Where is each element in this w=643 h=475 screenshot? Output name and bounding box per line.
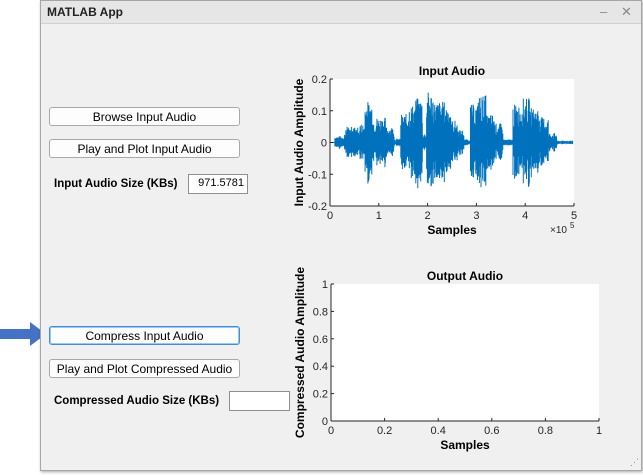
x-exponent-label: ×10 xyxy=(550,225,567,236)
y-tick-label: 0.6 xyxy=(313,334,328,346)
y-axis-label: Input Audio Amplitude xyxy=(292,78,306,206)
y-tick-label: 0.2 xyxy=(312,74,327,86)
x-tick-label: 0.4 xyxy=(431,425,446,437)
y-tick-label: 0 xyxy=(322,416,328,428)
minimize-icon[interactable]: – xyxy=(600,4,608,19)
window-title: MATLAB App xyxy=(47,5,123,19)
y-tick-label: 0 xyxy=(321,138,327,150)
x-exponent-power: 5 xyxy=(570,221,575,230)
arrow-pointer-icon xyxy=(0,322,46,346)
input-audio-waveform xyxy=(330,92,574,189)
app-window: MATLAB App – ✕ Browse Input Audio Play a… xyxy=(40,0,642,471)
title-bar[interactable]: MATLAB App – ✕ xyxy=(41,1,641,24)
input-audio-size-label: Input Audio Size (KBs) xyxy=(54,178,178,190)
x-axis-label: Samples xyxy=(440,438,490,452)
x-tick-label: 0.2 xyxy=(377,425,392,437)
y-tick-label: 0.1 xyxy=(312,106,327,118)
x-tick-label: 1 xyxy=(596,425,602,437)
x-tick-label: 1 xyxy=(376,210,382,222)
input-audio-size-field[interactable]: 971.5781 xyxy=(188,174,248,194)
x-tick-label: 0 xyxy=(328,425,334,437)
output-audio-chart: 0 0.2 0.4 0.6 0.8 1 0 0.2 0.4 0.6 0.8 1 Output Audio… xyxy=(293,267,602,452)
x-tick-label: 0.8 xyxy=(538,425,553,437)
compressed-audio-size-label: Compressed Audio Size (KBs) xyxy=(54,395,220,407)
compressed-audio-size-field[interactable] xyxy=(229,391,290,411)
y-axis-label: Compressed Audio Amplitude xyxy=(293,267,307,438)
close-icon[interactable]: ✕ xyxy=(621,4,632,19)
resize-grip-icon[interactable]: ⋰ xyxy=(630,457,639,467)
y-tick-label: 0.4 xyxy=(313,361,328,373)
plot-area xyxy=(331,284,599,421)
x-tick-label: 5 xyxy=(571,210,577,222)
chart-title: Output Audio xyxy=(427,269,503,283)
chart-title: Input Audio xyxy=(419,64,485,78)
y-tick-label: -0.2 xyxy=(308,201,327,213)
y-tick-label: 1 xyxy=(322,279,328,291)
x-tick-label: 2 xyxy=(425,210,431,222)
x-tick-label: 4 xyxy=(522,210,528,222)
x-axis-label: Samples xyxy=(427,223,477,237)
y-tick-label: -0.1 xyxy=(308,169,327,181)
x-tick-label: 3 xyxy=(473,210,479,222)
browse-input-audio-button[interactable]: Browse Input Audio xyxy=(49,107,240,126)
compress-input-audio-button[interactable]: Compress Input Audio xyxy=(49,326,240,345)
play-plot-compressed-audio-button[interactable]: Play and Plot Compressed Audio xyxy=(49,359,240,378)
y-tick-label: 0.8 xyxy=(313,306,328,318)
play-plot-input-audio-button[interactable]: Play and Plot Input Audio xyxy=(49,139,240,158)
x-tick-label: 0.6 xyxy=(484,425,499,437)
y-tick-label: 0.2 xyxy=(313,389,328,401)
x-tick-label: 0 xyxy=(327,210,333,222)
